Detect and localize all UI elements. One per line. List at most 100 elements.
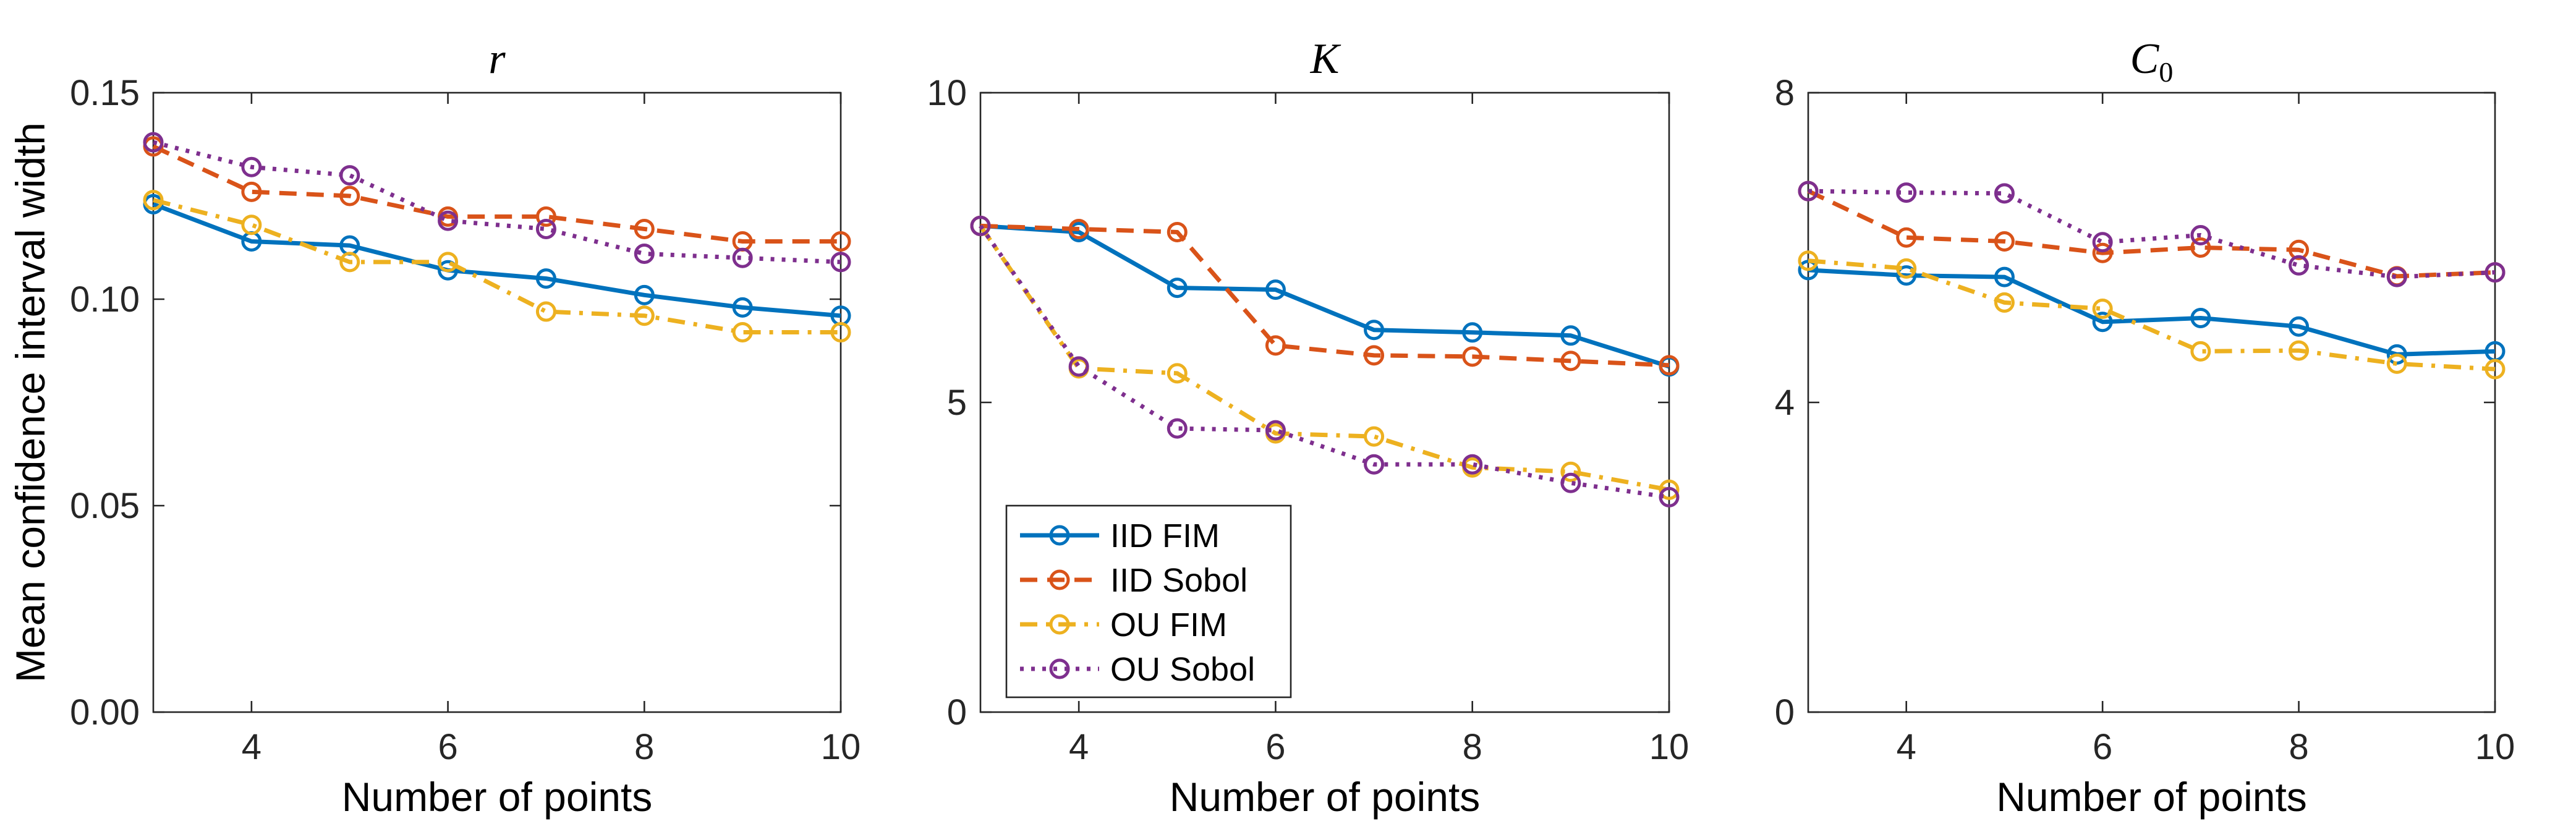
- data-point: [2190, 224, 2211, 245]
- legend-swatch-marker: [1049, 569, 1070, 590]
- series-line-iid-sobol: [1807, 189, 2496, 279]
- y-tick-label: 4: [1775, 383, 1795, 423]
- data-point: [732, 321, 753, 342]
- data-point: [830, 321, 851, 342]
- series-line-ou-fim: [979, 224, 1670, 492]
- panel-title-text: C: [2130, 35, 2160, 83]
- data-point: [2289, 255, 2310, 276]
- data-point: [1364, 320, 1385, 341]
- data-point: [535, 218, 556, 239]
- data-point: [830, 231, 851, 252]
- data-point: [1462, 346, 1483, 367]
- x-axis-label: Number of points: [1170, 774, 1481, 820]
- series-line-iid-sobol: [980, 223, 1670, 368]
- data-point: [1896, 227, 1917, 248]
- panel-title: C0: [2130, 35, 2174, 88]
- y-tick-label: 0: [1775, 692, 1795, 733]
- data-point: [1560, 350, 1581, 372]
- legend-entry: IID FIM: [1110, 517, 1220, 554]
- data-point: [1798, 181, 1819, 202]
- y-axis-label: Mean confidence interval width: [7, 122, 53, 682]
- data-point: [438, 260, 459, 281]
- legend-swatch-marker: [1049, 658, 1070, 679]
- y-tick-label: 8: [1775, 73, 1795, 113]
- data-point: [241, 181, 262, 202]
- panel-title-text: r: [488, 35, 506, 83]
- x-tick-label: 10: [1649, 727, 1690, 767]
- data-point: [2289, 239, 2310, 260]
- data-point: [1659, 486, 1680, 508]
- series-line-iid-fim: [152, 202, 841, 318]
- x-tick-label: 8: [2289, 727, 2308, 767]
- data-point: [1560, 461, 1581, 482]
- data-point: [2092, 298, 2113, 319]
- data-point: [2485, 359, 2506, 380]
- y-tick-label: 5: [947, 383, 967, 423]
- x-tick-label: 10: [2475, 727, 2515, 767]
- data-point: [1167, 363, 1188, 384]
- x-tick-label: 4: [242, 727, 261, 767]
- series-line-iid-fim: [980, 223, 1670, 369]
- data-point: [438, 252, 459, 273]
- legend-swatch-marker: [1049, 614, 1070, 635]
- data-point: [535, 268, 556, 289]
- legend-entry: IID Sobol: [1110, 562, 1248, 599]
- data-point: [1167, 278, 1188, 299]
- data-point: [2289, 316, 2310, 337]
- data-point: [1265, 335, 1286, 356]
- series-line-ou-sobol: [153, 140, 841, 265]
- x-tick-label: 6: [1265, 727, 1285, 767]
- data-point: [1265, 420, 1286, 441]
- data-point: [438, 210, 459, 231]
- panel-2: 4 6 8 10 0 5 10 K Number of points IID FIM IID Sob…: [927, 35, 1689, 820]
- data-point: [241, 156, 262, 177]
- data-point: [1994, 231, 2015, 252]
- y-tick-label: 10: [927, 73, 967, 113]
- data-point: [2092, 242, 2113, 263]
- y-tick-label: 0.10: [70, 279, 140, 320]
- data-point: [2190, 237, 2211, 258]
- x-tick-label: 6: [2093, 727, 2112, 767]
- data-point: [339, 165, 360, 186]
- data-point: [2386, 266, 2407, 287]
- data-point: [1462, 322, 1483, 343]
- data-point: [535, 301, 556, 322]
- data-point: [732, 297, 753, 318]
- data-point: [241, 214, 262, 236]
- x-tick-label: 8: [1463, 727, 1482, 767]
- y-tick-label: 0.15: [70, 73, 140, 113]
- data-point: [339, 252, 360, 273]
- data-point: [732, 247, 753, 268]
- legend-entry: OU Sobol: [1110, 651, 1255, 688]
- data-point: [535, 206, 556, 227]
- data-point: [634, 218, 655, 239]
- data-point: [1068, 218, 1089, 239]
- data-point: [1659, 479, 1680, 500]
- data-point: [1068, 356, 1089, 377]
- series-line-ou-sobol: [1808, 189, 2496, 279]
- x-tick-label: 4: [1897, 727, 1916, 767]
- legend-entry: OU FIM: [1110, 606, 1227, 643]
- data-point: [2190, 307, 2211, 328]
- panel-1: 4 6 8 10 0.00 0.05 0.10 0.15 r Number of points Me…: [7, 35, 861, 820]
- data-point: [1994, 183, 2015, 204]
- series-line-iid-sobol: [152, 144, 841, 244]
- panel-title: r: [488, 35, 506, 83]
- data-point: [2092, 232, 2113, 253]
- series-line-ou-fim: [1808, 258, 2496, 372]
- data-point: [1896, 182, 1917, 203]
- y-tick-label: 0.00: [70, 692, 140, 733]
- data-point: [1167, 418, 1188, 439]
- data-point: [1364, 454, 1385, 475]
- panel-title-subscript: 0: [2159, 56, 2173, 88]
- legend-box: [1005, 504, 1292, 699]
- data-point: [1798, 250, 1819, 271]
- data-point: [1659, 355, 1680, 376]
- y-tick-label: 0: [947, 692, 967, 733]
- axes-box: [152, 91, 842, 713]
- series-line-ou-fim: [153, 198, 841, 334]
- data-point: [2485, 262, 2506, 283]
- data-point: [1364, 426, 1385, 447]
